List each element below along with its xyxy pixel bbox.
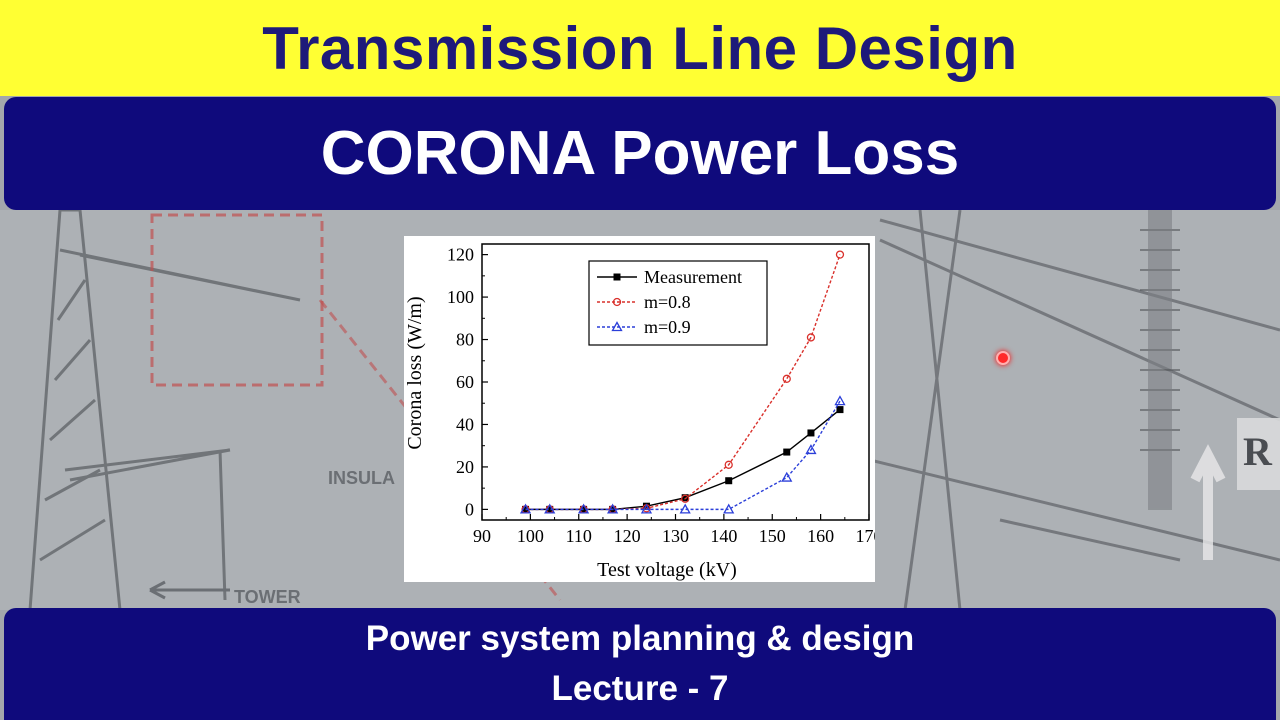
x-tick-label: 140 (710, 526, 737, 546)
x-tick-label: 150 (759, 526, 786, 546)
x-tick-label: 100 (517, 526, 544, 546)
chart-axes: 90 100 110 120 130 140 150 160 170 0 20 40 60 80 100 12… (447, 243, 876, 546)
data-point-square (522, 505, 530, 513)
data-point-square (681, 494, 689, 502)
insulator-string-icon (1140, 210, 1180, 510)
top-title: Transmission Line Design (262, 14, 1018, 82)
y-tick-label: 120 (447, 245, 474, 265)
data-point-square (725, 477, 733, 485)
y-tick-label: 60 (456, 372, 474, 392)
x-tick-label: 160 (807, 526, 834, 546)
data-point-square (836, 406, 844, 414)
data-point-triangle (607, 503, 619, 514)
top-banner: Transmission Line Design (0, 0, 1280, 96)
x-tick-label: 170 (856, 526, 876, 546)
dashed-highlight-box (150, 213, 324, 387)
data-point-square (807, 429, 815, 437)
y-tick-label: 40 (456, 414, 474, 434)
series-line-3 (525, 400, 841, 511)
main-title: CORONA Power Loss (320, 119, 960, 188)
data-point-square (580, 505, 588, 513)
data-point-circle (835, 250, 845, 259)
footer-course: Power system planning & design (365, 619, 915, 658)
x-axis-label: Test voltage (kV) (597, 559, 737, 581)
legend-label: m=0.9 (644, 317, 691, 337)
y-axis-label: Corona loss (W/m) (404, 296, 426, 449)
corona-loss-chart: 90 100 110 120 130 140 150 160 170 0 20 40 60 80 100 12… (404, 243, 876, 581)
data-point-triangle (834, 395, 846, 406)
data-point-triangle (519, 503, 532, 514)
data-point-triangle (781, 471, 793, 482)
y-tick-label: 100 (447, 287, 474, 307)
right-tower-icon (869, 209, 1280, 611)
data-point-triangle (723, 503, 735, 514)
bg-label-edge-letter: R (1243, 429, 1273, 474)
legend-label: Measurement (644, 267, 742, 287)
bg-label-tower: TOWER (234, 587, 301, 607)
legend-label: m=0.8 (644, 292, 691, 312)
x-tick-label: 110 (566, 526, 592, 546)
data-point-triangle (679, 503, 691, 514)
x-tick-label: 130 (662, 526, 689, 546)
x-tick-label: 90 (473, 526, 491, 546)
data-point-triangle (611, 321, 623, 332)
data-point-square (613, 273, 621, 281)
footer-lecture: Lecture - 7 (551, 669, 729, 708)
data-point-circle (806, 333, 816, 342)
data-point-circle (681, 494, 690, 503)
data-point-triangle (805, 444, 817, 455)
y-tick-label: 0 (465, 499, 474, 519)
data-point-triangle (640, 503, 653, 514)
chart-marks (519, 250, 846, 514)
title-bar: CORONA Power Loss (4, 97, 1276, 210)
x-tick-label: 120 (614, 526, 641, 546)
data-point-circle (612, 297, 622, 307)
y-tick-label: 80 (456, 330, 474, 350)
y-tick-label: 20 (456, 457, 474, 477)
left-tower-icon (28, 208, 301, 611)
bottom-bar: Power system planning & design Lecture -… (4, 608, 1276, 720)
data-point-square (783, 448, 791, 456)
data-point-circle (782, 374, 791, 383)
data-point-circle (724, 460, 733, 469)
laser-pointer-dot (996, 351, 1010, 365)
chart-legend: Measurement m=0.8 m=0.9 (588, 260, 768, 346)
data-point-square (546, 505, 554, 513)
data-point-triangle (544, 503, 556, 514)
chart-card: 90 100 110 120 130 140 150 160 170 0 20 40 60 80 100 12… (404, 236, 875, 582)
data-point-triangle (577, 503, 590, 514)
bg-label-insulator: INSULA (328, 468, 395, 488)
